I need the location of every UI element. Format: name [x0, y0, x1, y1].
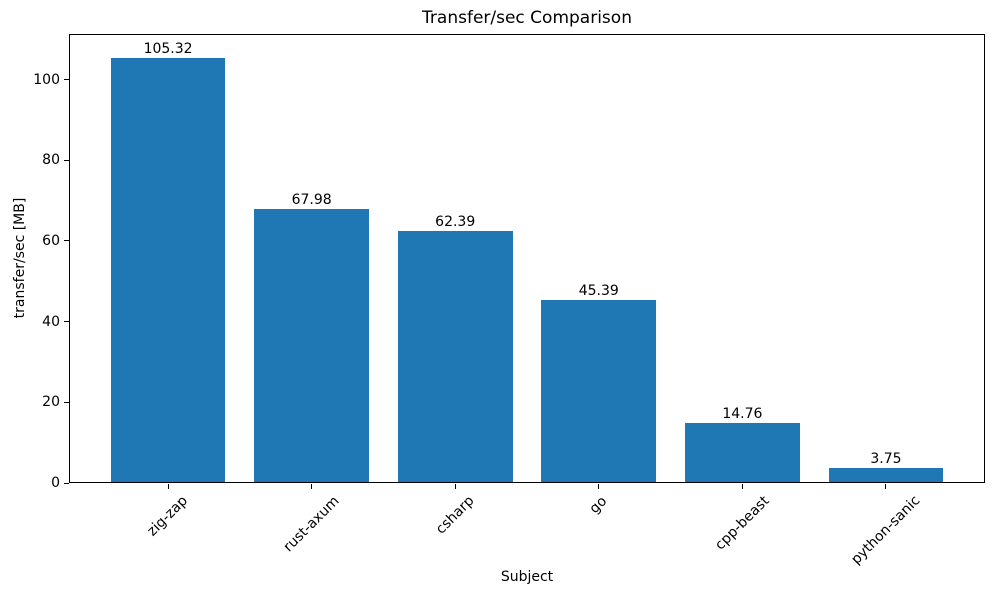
- bar-csharp: [397, 231, 513, 483]
- y-tick-label: 20: [42, 394, 60, 411]
- bar-go: [541, 299, 657, 483]
- x-tick-mark: [167, 484, 169, 489]
- y-tick-mark: [64, 321, 69, 323]
- x-tick-label: python-sanic: [848, 492, 924, 569]
- x-tick-mark: [885, 484, 887, 489]
- x-tick-mark: [741, 484, 743, 489]
- bar-rust-axum: [254, 208, 370, 483]
- x-tick-mark: [454, 484, 456, 489]
- plot-area: [69, 34, 985, 483]
- y-tick-mark: [64, 79, 69, 81]
- bar-python-sanic: [828, 467, 944, 483]
- x-tick-mark: [311, 484, 313, 489]
- y-tick-mark: [64, 159, 69, 161]
- y-tick-label: 80: [42, 152, 60, 169]
- x-tick-label: go: [586, 492, 611, 517]
- bar-value-label: 3.75: [870, 450, 902, 467]
- bar-value-label: 62.39: [435, 214, 476, 231]
- x-tick-label: csharp: [432, 492, 478, 538]
- y-tick-label: 0: [51, 475, 60, 491]
- x-tick-mark: [598, 484, 600, 489]
- bar-value-label: 45.39: [578, 282, 619, 299]
- y-tick-mark: [64, 401, 69, 403]
- y-axis-label: transfer/sec [MB]: [12, 197, 28, 319]
- chart-title: Transfer/sec Comparison: [422, 8, 632, 28]
- y-tick-label: 40: [42, 313, 60, 330]
- bar-value-label: 105.32: [143, 41, 193, 58]
- y-tick-mark: [64, 482, 69, 484]
- bar-value-label: 14.76: [722, 406, 763, 423]
- x-tick-label: cpp-beast: [712, 492, 773, 554]
- y-tick-label: 60: [42, 232, 60, 249]
- bar-zig-zap: [110, 58, 226, 483]
- x-tick-label: zig-zap: [144, 492, 192, 540]
- bar-cpp-beast: [684, 423, 800, 483]
- y-tick-label: 100: [33, 71, 60, 88]
- y-tick-mark: [64, 240, 69, 242]
- x-tick-label: rust-axum: [280, 493, 343, 556]
- x-axis-label: Subject: [500, 569, 554, 585]
- bar-value-label: 67.98: [291, 191, 332, 208]
